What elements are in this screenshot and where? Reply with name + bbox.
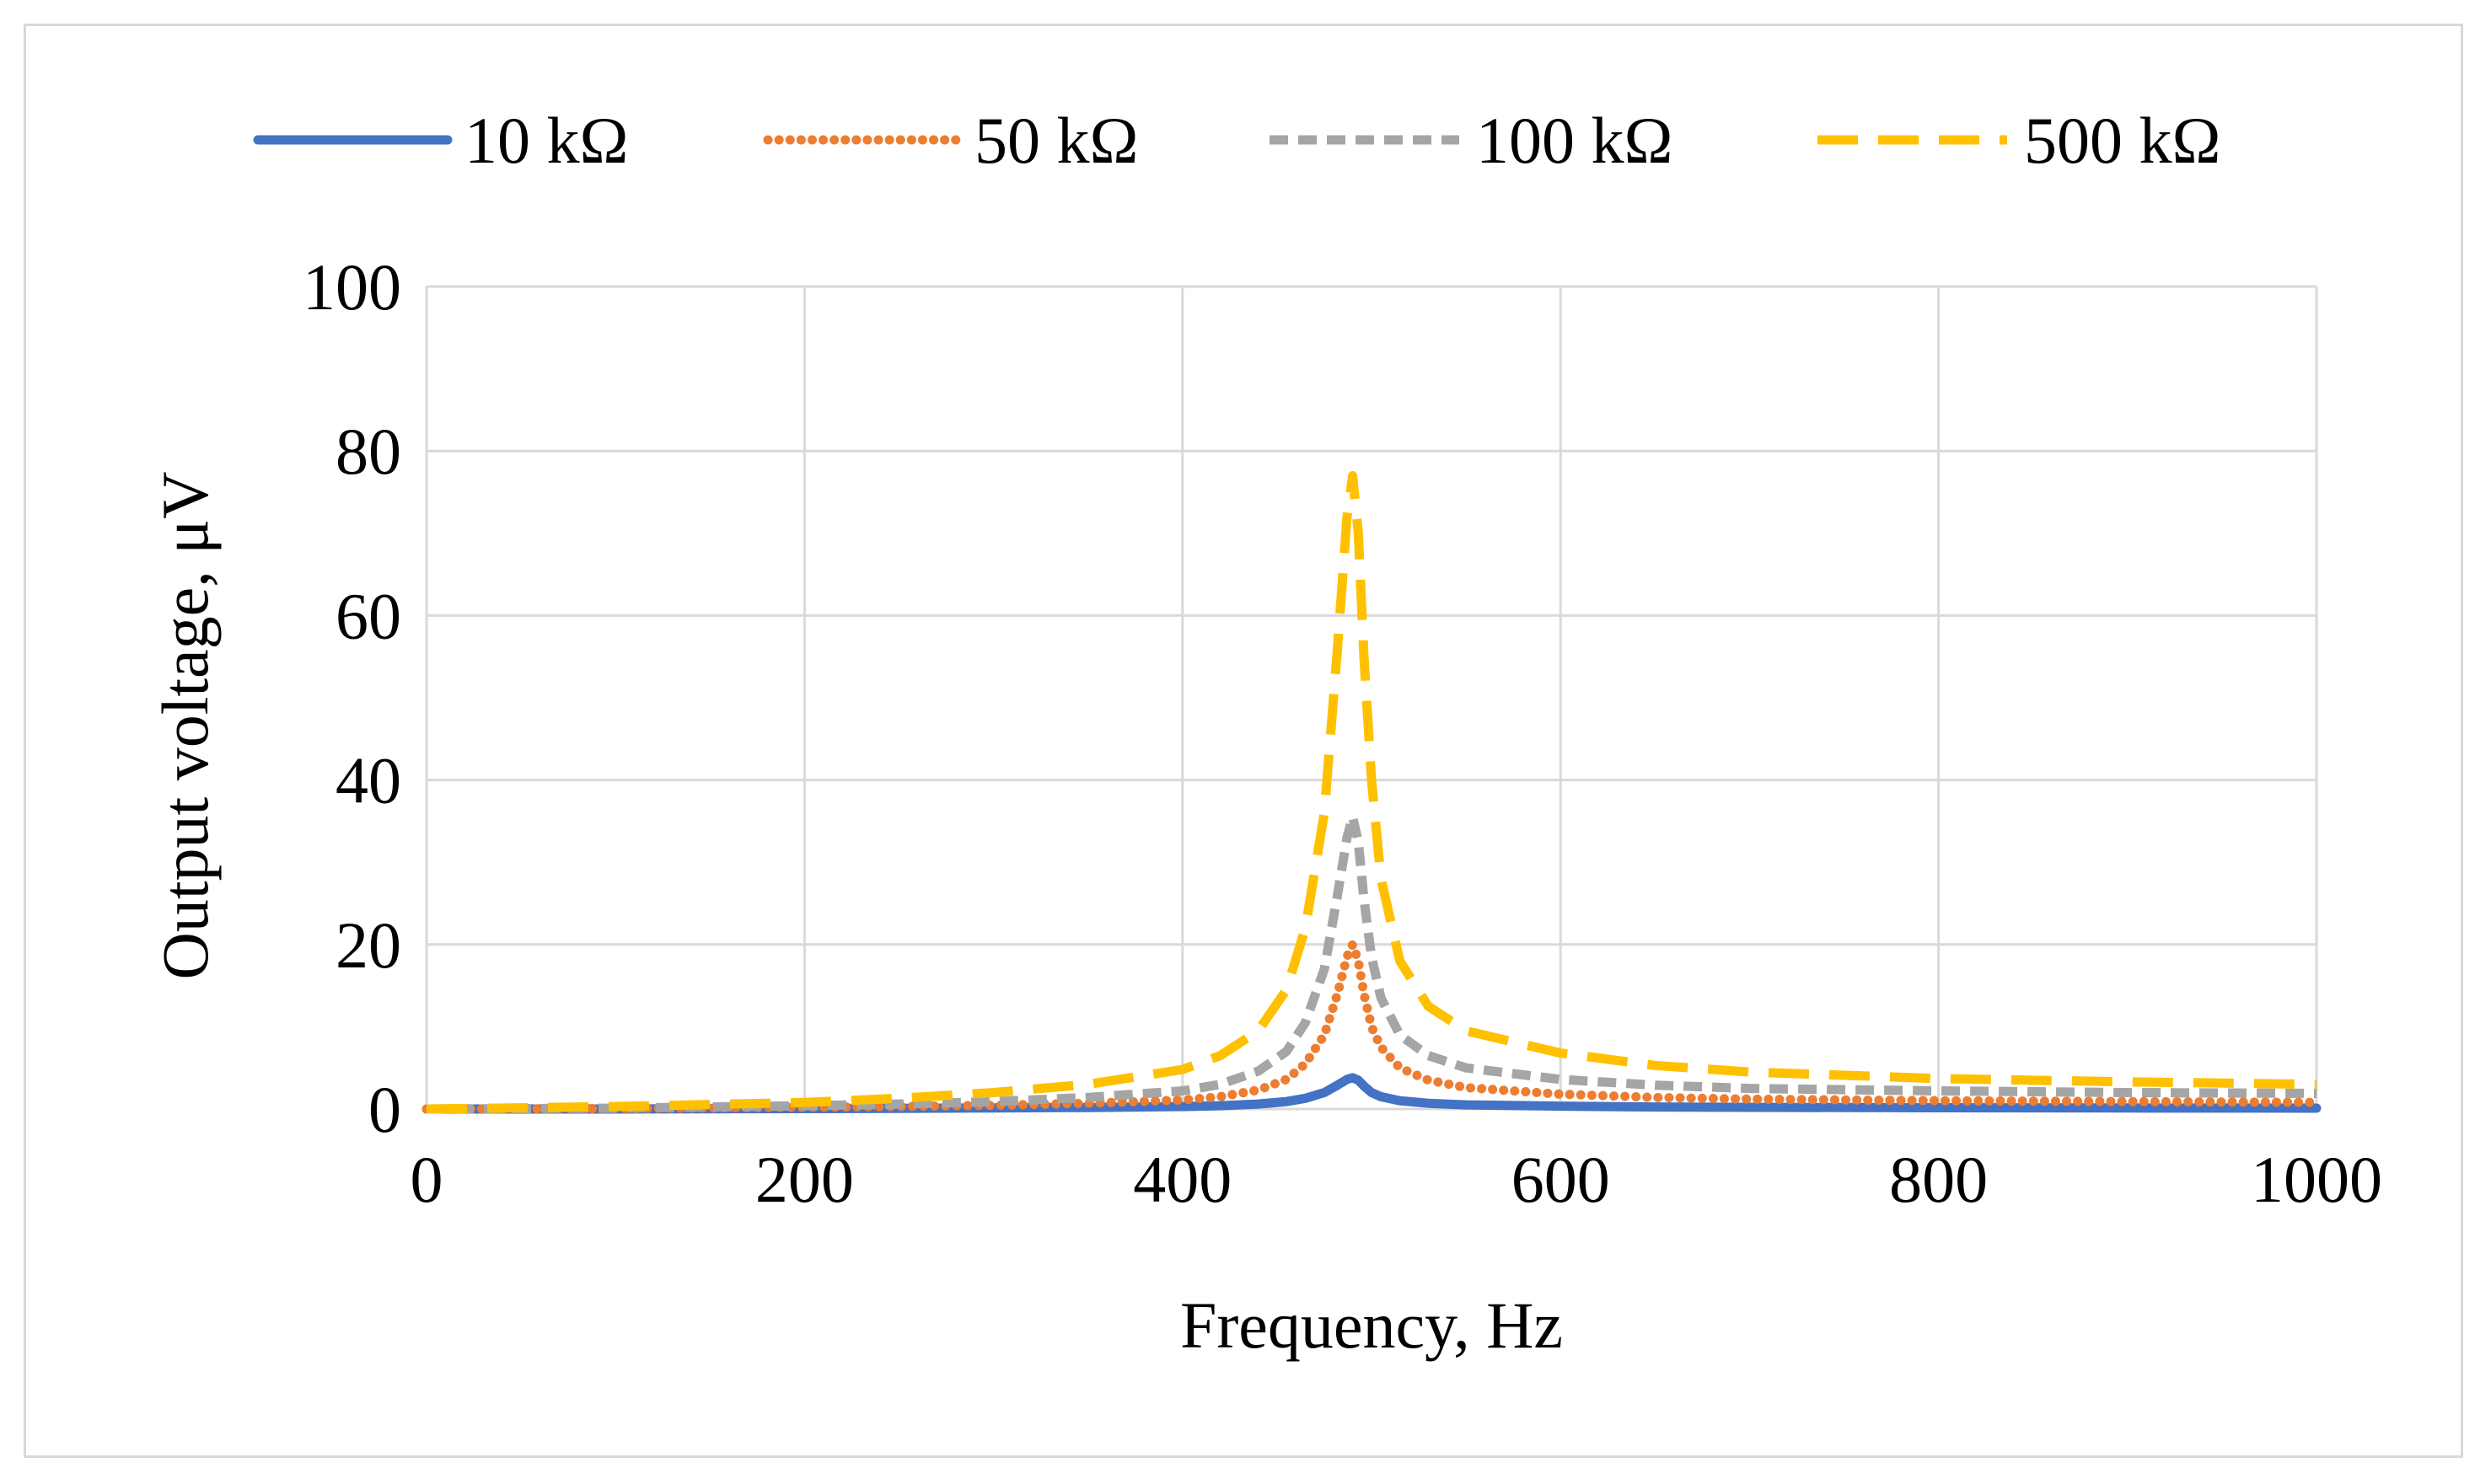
series-layer [421,471,2322,1114]
grid-layer [425,285,2318,1111]
series-line-2 [421,940,2322,1114]
x-tick-label-0: 0 [411,1143,443,1216]
legend-label-1: 10 kΩ [464,104,628,177]
series-line-4 [426,471,2317,1114]
y-tick-label-80: 80 [336,415,401,488]
y-tick-label-100: 100 [303,250,401,324]
x-tick-label-400: 400 [1133,1143,1232,1216]
y-tick-label-60: 60 [336,579,401,652]
y-tick-label-40: 40 [336,744,401,817]
y-axis-title: Output voltage, μV [148,472,222,980]
series-line-3 [426,812,2317,1114]
chart-frame: 0 20 40 60 80 100 0 200 400 600 800 1000 10 kΩ 50 kΩ… [24,24,2463,1458]
x-tick-label-200: 200 [755,1143,854,1216]
y-tick-label-0: 0 [368,1073,401,1146]
y-tick-label-20: 20 [336,908,401,982]
legend-label-3: 100 kΩ [1476,104,1672,177]
series-line-1 [421,1073,2322,1114]
legend-label-4: 500 kΩ [2024,104,2220,177]
legend: 10 kΩ 50 kΩ 100 kΩ 500 kΩ [253,104,2220,177]
x-axis-title: Frequency, Hz [1180,1288,1563,1362]
x-tick-label-800: 800 [1889,1143,1988,1216]
x-tick-label-600: 600 [1511,1143,1610,1216]
x-tick-label-1000: 1000 [2251,1143,2382,1216]
legend-label-2: 50 kΩ [974,104,1138,177]
